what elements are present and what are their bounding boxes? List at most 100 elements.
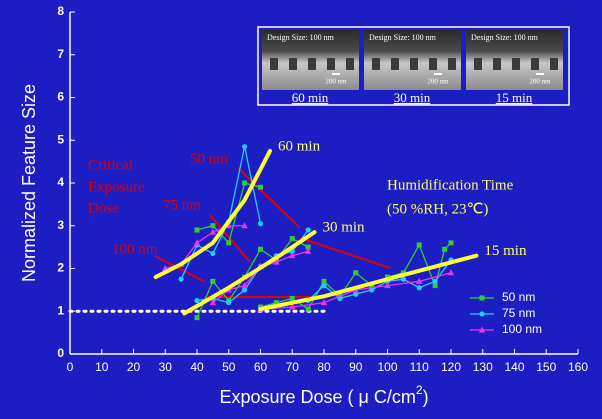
x-tick-label: 70 [286,360,300,374]
inset-label: Design Size: 100 nm [369,33,437,42]
sem-trench [327,58,335,70]
x-tick-label: 150 [536,360,556,374]
sem-trench [512,58,520,70]
marker [306,307,311,312]
marker [306,227,311,232]
annotation: Humidification Time [387,177,514,193]
marker [210,279,215,284]
marker [258,221,263,226]
x-tick-label: 30 [159,360,173,374]
sem-trench [531,58,539,70]
x-tick-label: 20 [127,360,141,374]
x-tick-label: 10 [95,360,109,374]
inset-label: Design Size: 100 nm [471,33,539,42]
marker [433,279,438,284]
y-tick-label: 8 [57,4,64,18]
marker [417,285,422,290]
sem-trench [410,58,418,70]
marker [321,283,326,288]
x-tick-label: 130 [473,360,493,374]
marker [480,296,485,301]
y-tick-label: 7 [57,47,64,61]
inset-label: Design Size: 100 nm [267,33,335,42]
marker [417,242,422,247]
marker [258,247,263,252]
sem-trench [270,58,278,70]
fit-label: 30 min [322,220,365,236]
marker [290,296,295,301]
marker [194,239,200,245]
y-tick-label: 2 [57,261,64,275]
sem-trench [493,58,501,70]
marker [442,247,447,252]
sem-trench [550,58,558,70]
pointer [300,238,390,268]
x-tick-label: 120 [441,360,461,374]
annotation: 100 nm [112,241,158,257]
marker [195,228,200,233]
annotation: Dose [88,200,119,216]
x-tick-label: 60 [254,360,268,374]
marker [258,185,263,190]
scale-label: 200 nm [325,78,347,86]
series-line [181,147,451,303]
y-tick-label: 0 [57,346,64,360]
annotation: (50 %RH, 23℃) [387,201,488,217]
sem-trench [448,58,456,70]
marker [479,311,484,316]
scale-label: 200 nm [529,78,551,86]
x-tick-label: 90 [349,360,363,374]
marker [194,298,199,303]
x-axis-label-part: ) [423,387,429,407]
sem-trench [474,58,482,70]
x-tick-label: 0 [67,360,74,374]
y-axis-label: Normalized Feature Size [19,84,39,282]
sem-trench [391,58,399,70]
sem-trench [429,58,437,70]
marker [290,236,295,241]
annotation: Critical [88,157,133,173]
marker [226,300,231,305]
annotation: 50 nm [190,151,228,167]
marker [448,269,454,275]
fit-label: 60 min [278,138,321,154]
x-axis-label-part: Exposure Dose ( μ C/cm [219,387,415,407]
x-axis-label: Exposure Dose ( μ C/cm2) [219,383,428,407]
x-tick-label: 40 [190,360,204,374]
marker [242,181,247,186]
y-tick-label: 4 [57,175,64,189]
fit-line [261,256,477,309]
inset-caption: 15 min [496,90,533,105]
y-tick-label: 6 [57,90,64,104]
legend-label: 75 nm [502,306,535,320]
sem-trench [308,58,316,70]
marker [449,240,454,245]
y-tick-label: 1 [57,303,64,317]
marker [242,144,247,149]
annotation: 75 nm [163,197,201,213]
x-tick-label: 50 [222,360,236,374]
legend-label: 50 nm [502,290,535,304]
scale-label: 200 nm [427,78,449,86]
x-tick-label: 110 [410,360,429,374]
x-tick-label: 160 [568,360,588,374]
inset-caption: 60 min [292,90,329,105]
annotation: Exposure [88,179,145,195]
inset-panel: Design Size: 100 nm 200 nm 60 min Design Si… [258,27,569,105]
sem-trench [289,58,297,70]
x-tick-label: 100 [377,360,397,374]
x-tick-label: 80 [317,360,331,374]
chart: Design Size: 100 nm 200 nm 60 min Design Si… [0,0,602,414]
y-tick-label: 3 [57,218,64,232]
marker [210,251,215,256]
marker [353,270,358,275]
marker [195,315,200,320]
fit-line [156,151,270,277]
sem-trench [372,58,380,70]
page: {"chart_data": {"type": "line", "ylabel"… [0,0,602,414]
y-tick-label: 5 [57,132,64,146]
inset-caption: 30 min [394,90,431,105]
fit-label: 15 min [484,243,527,259]
marker [226,240,231,245]
sem-trench [346,58,354,70]
